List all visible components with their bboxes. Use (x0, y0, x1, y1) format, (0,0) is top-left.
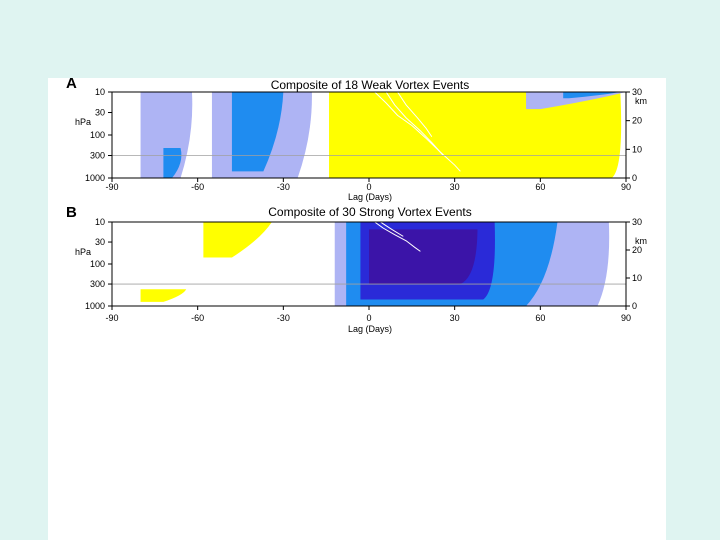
panel-b-y2label: km (635, 236, 647, 246)
y2-tick-label: 0 (632, 173, 637, 183)
panel-b: B Composite of 30 Strong Vortex Events -… (66, 204, 647, 334)
y-tick-label: 30 (95, 237, 105, 247)
y2-tick-label: 10 (632, 273, 642, 283)
x-tick-label: -60 (191, 182, 204, 192)
y-tick-label: 100 (90, 130, 105, 140)
x-tick-label: 30 (450, 182, 460, 192)
contour-line-1 (374, 221, 421, 252)
y2-tick-label: 0 (632, 301, 637, 311)
x-tick-label: 0 (366, 313, 371, 323)
panel-b-letter: B (66, 204, 77, 221)
panel-a-title: Composite of 18 Weak Vortex Events (271, 78, 470, 92)
panel-a-xlabel: Lag (Days) (348, 192, 392, 202)
y2-tick-label: 20 (632, 116, 642, 126)
anomaly-region-6 (231, 92, 284, 172)
contour-line-2 (385, 91, 444, 156)
x-tick-label: 30 (450, 313, 460, 323)
y2-tick-label: 30 (632, 87, 642, 97)
x-tick-label: 60 (535, 313, 545, 323)
y-tick-label: 100 (90, 259, 105, 269)
y-tick-label: 10 (95, 87, 105, 97)
panel-a-ylabel: hPa (75, 117, 91, 127)
panel-a: A Composite of 18 Weak Vortex Events -90… (66, 75, 647, 202)
x-tick-label: 90 (621, 182, 631, 192)
contour-line-3 (397, 91, 433, 138)
y2-tick-label: 30 (632, 217, 642, 227)
y-tick-label: 30 (95, 108, 105, 118)
x-tick-label: 60 (535, 182, 545, 192)
y-tick-label: 300 (90, 279, 105, 289)
anomaly-region-5 (203, 222, 272, 258)
x-tick-label: -90 (105, 313, 118, 323)
x-tick-label: -90 (105, 182, 118, 192)
anomaly-region-4 (329, 92, 622, 178)
contour-line-1 (374, 91, 461, 172)
y-tick-label: 300 (90, 151, 105, 161)
y2-tick-label: 10 (632, 144, 642, 154)
y-tick-label: 1000 (85, 173, 105, 183)
panel-b-ylabel: hPa (75, 247, 91, 257)
panel-a-y2label: km (635, 96, 647, 106)
panel-b-xlabel: Lag (Days) (348, 324, 392, 334)
contour-line-2 (380, 221, 404, 237)
x-tick-label: 0 (366, 182, 371, 192)
anomaly-region-6 (140, 289, 187, 302)
panel-a-letter: A (66, 75, 77, 92)
y-tick-label: 1000 (85, 301, 105, 311)
anomaly-region-4 (369, 229, 478, 285)
x-tick-label: 90 (621, 313, 631, 323)
y-tick-label: 10 (95, 217, 105, 227)
y2-tick-label: 20 (632, 245, 642, 255)
anomaly-region-10 (563, 92, 621, 99)
panel-b-title: Composite of 30 Strong Vortex Events (268, 205, 471, 219)
x-tick-label: -60 (191, 313, 204, 323)
anomaly-region-9 (526, 92, 626, 110)
x-tick-label: -30 (277, 313, 290, 323)
x-tick-label: -30 (277, 182, 290, 192)
